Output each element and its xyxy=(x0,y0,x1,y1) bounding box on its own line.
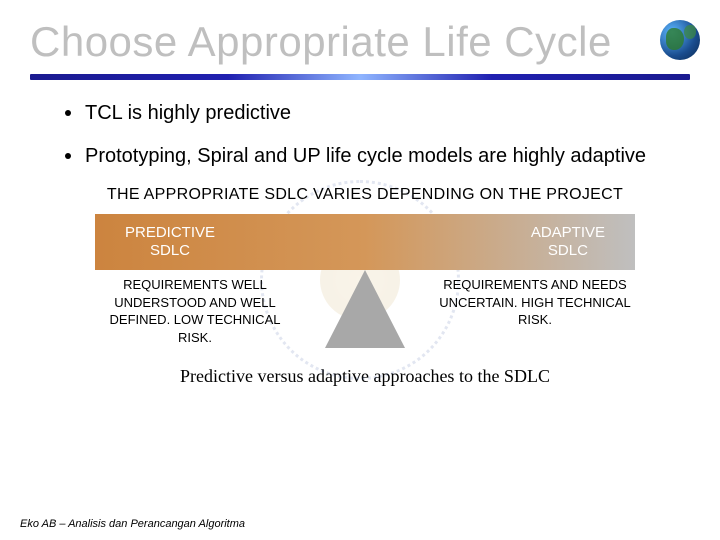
spectrum-bar: PREDICTIVE SDLC ADAPTIVE SDLC xyxy=(95,214,635,270)
bullet-dot-icon xyxy=(65,110,71,116)
sdlc-diagram: THE APPROPRIATE SDLC VARIES DEPENDING ON… xyxy=(95,186,635,346)
left-label-line1: PREDICTIVE xyxy=(125,224,215,241)
right-label-line1: ADAPTIVE xyxy=(531,224,605,241)
diagram-heading: THE APPROPRIATE SDLC VARIES DEPENDING ON… xyxy=(95,186,635,204)
content-area: TCL is highly predictive Prototyping, Sp… xyxy=(0,80,720,387)
left-label-line2: SDLC xyxy=(150,242,190,259)
triangle-icon xyxy=(325,270,405,348)
right-label-line2: SDLC xyxy=(548,242,588,259)
globe-icon xyxy=(660,20,700,60)
bullet-item: Prototyping, Spiral and UP life cycle mo… xyxy=(65,143,665,170)
bullet-item: TCL is highly predictive xyxy=(65,100,665,127)
bullet-text: TCL is highly predictive xyxy=(85,100,291,127)
slide: S I T A Choose Appropriate Life Cycle TC… xyxy=(0,0,720,540)
spectrum-left-label: PREDICTIVE SDLC xyxy=(125,224,215,260)
spectrum-right-label: ADAPTIVE SDLC xyxy=(531,224,605,260)
bullet-dot-icon xyxy=(65,153,71,159)
slide-title: Choose Appropriate Life Cycle xyxy=(30,18,702,66)
footer-text: Eko AB – Analisis dan Perancangan Algori… xyxy=(20,518,245,530)
descriptions-row: REQUIREMENTS WELL UNDERSTOOD AND WELL DE… xyxy=(95,276,635,346)
bullet-text: Prototyping, Spiral and UP life cycle mo… xyxy=(85,143,646,170)
title-area: Choose Appropriate Life Cycle xyxy=(0,0,720,66)
right-description: REQUIREMENTS AND NEEDS UNCERTAIN. HIGH T… xyxy=(435,276,635,346)
left-description: REQUIREMENTS WELL UNDERSTOOD AND WELL DE… xyxy=(95,276,295,346)
